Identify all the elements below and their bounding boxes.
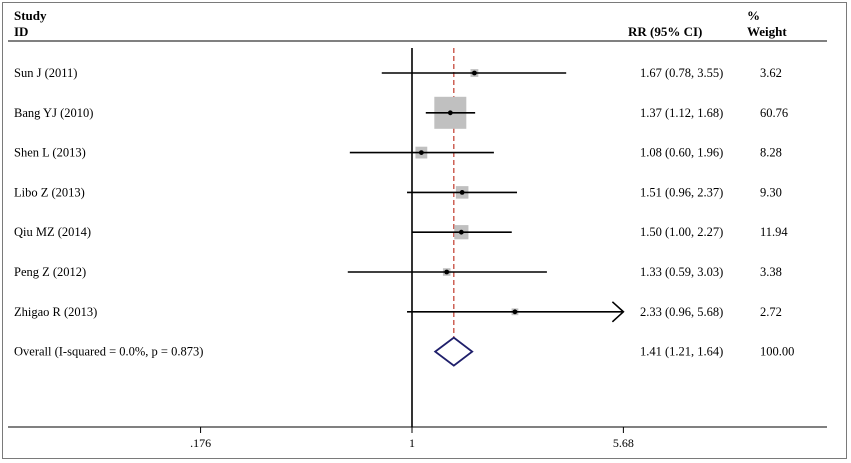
weight-text: 11.94 bbox=[760, 225, 788, 239]
plot-marks: Sun J (2011) 1.67 (0.78, 3.55) 3.62 Bang YJ… bbox=[14, 48, 794, 427]
header-percent: % bbox=[747, 8, 760, 23]
overall-diamond bbox=[433, 336, 474, 367]
header-study: Study bbox=[14, 8, 47, 23]
weight-text: 60.76 bbox=[760, 106, 788, 120]
weight-text: 3.38 bbox=[760, 265, 782, 279]
rr-ci-text: 2.33 (0.96, 5.68) bbox=[640, 305, 723, 319]
point-estimate bbox=[444, 269, 450, 275]
weight-text: 8.28 bbox=[760, 146, 782, 160]
rr-ci-text: 1.08 (0.60, 1.96) bbox=[640, 146, 723, 160]
study-label: Bang YJ (2010) bbox=[14, 106, 93, 120]
point-estimate bbox=[418, 150, 424, 156]
weight-text: 3.62 bbox=[760, 66, 782, 80]
study-label: Zhigao R (2013) bbox=[14, 305, 97, 319]
study-label: Libo Z (2013) bbox=[14, 185, 85, 199]
x-tick-label: .176 bbox=[190, 436, 211, 450]
x-axis-ticks: .176 1 5.68 bbox=[190, 427, 634, 450]
study-label: Qiu MZ (2014) bbox=[14, 225, 91, 239]
rr-ci-text: 1.37 (1.12, 1.68) bbox=[640, 106, 723, 120]
x-tick-label: 1 bbox=[409, 436, 415, 450]
rr-ci-text: 1.50 (1.00, 2.27) bbox=[640, 225, 723, 239]
study-label: Shen L (2013) bbox=[14, 146, 86, 160]
point-estimate bbox=[458, 229, 464, 235]
rr-ci-text: 1.33 (0.59, 3.03) bbox=[640, 265, 723, 279]
point-estimate bbox=[447, 110, 453, 116]
overall-label: Overall (I-squared = 0.0%, p = 0.873) bbox=[14, 345, 203, 359]
weight-text: 9.30 bbox=[760, 185, 782, 199]
point-estimate bbox=[472, 70, 477, 76]
weight-text: 2.72 bbox=[760, 305, 782, 319]
header-id: ID bbox=[14, 24, 28, 39]
overall-rr-ci-text: 1.41 (1.21, 1.64) bbox=[640, 345, 723, 359]
x-tick-label: 5.68 bbox=[613, 436, 634, 450]
point-estimate bbox=[512, 309, 518, 315]
header-rr: RR (95% CI) bbox=[628, 24, 702, 39]
rr-ci-text: 1.51 (0.96, 2.37) bbox=[640, 185, 723, 199]
study-label: Peng Z (2012) bbox=[14, 265, 86, 279]
rr-ci-text: 1.67 (0.78, 3.55) bbox=[640, 66, 723, 80]
study-label: Sun J (2011) bbox=[14, 66, 77, 80]
point-estimate bbox=[459, 190, 465, 195]
ci-arrow-right bbox=[611, 301, 625, 323]
overall-weight-text: 100.00 bbox=[760, 345, 794, 359]
header-weight: Weight bbox=[747, 24, 787, 39]
